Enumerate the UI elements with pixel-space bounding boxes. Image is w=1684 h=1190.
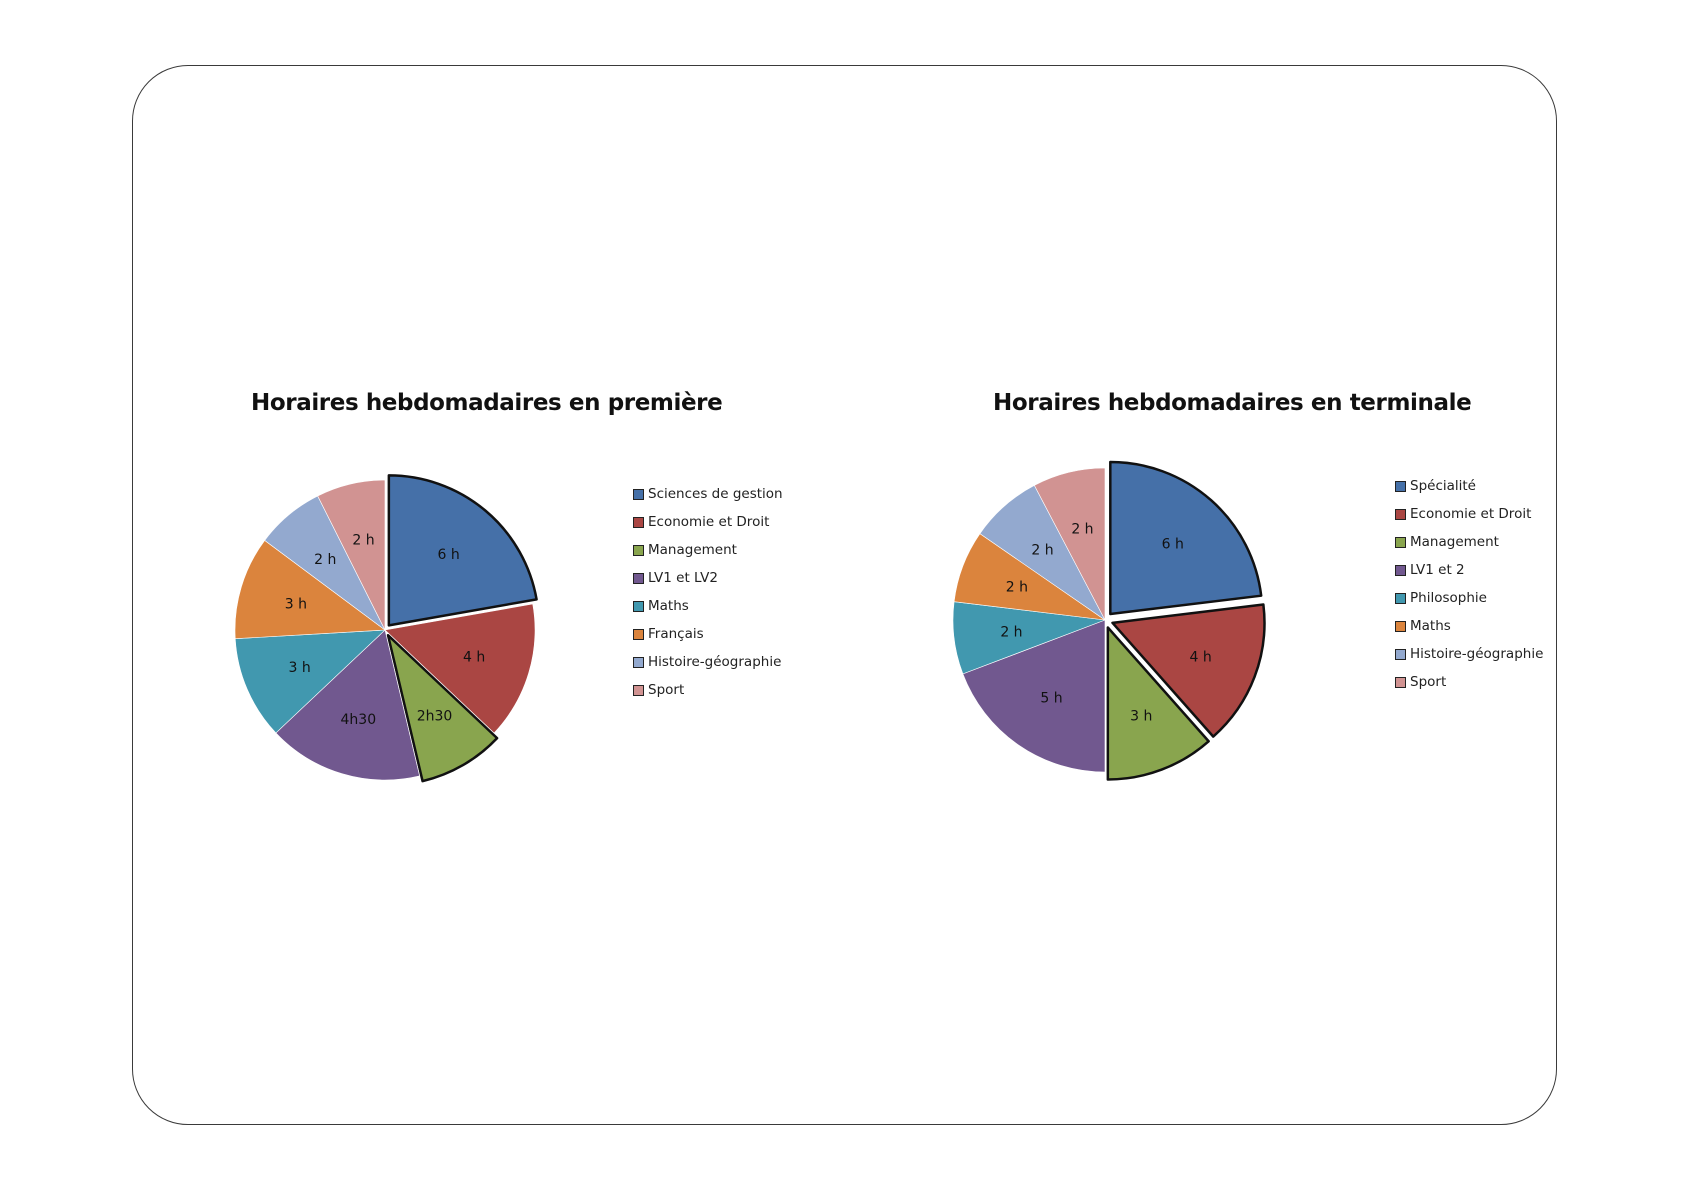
data-label-management: 2h30 [417,709,453,725]
data-label-economie-et-droit: 4 h [1189,649,1211,665]
legend-label: Sport [1410,674,1447,690]
legend-item-maths: Maths [633,592,783,620]
data-label-histoire-geographie: 2 h [1031,542,1053,558]
legend-label: Economie et Droit [648,514,770,530]
legend-swatch [633,516,644,528]
data-label-francais: 3 h [285,596,307,612]
legend-item-francais: Français [633,620,783,648]
legend-swatch [633,684,644,696]
legend-item-specialite: Spécialité [1395,472,1543,500]
legend-swatch [1395,508,1406,520]
legend-terminale: Spécialité Economie et Droit Management LV1… [1395,472,1543,696]
pie-chart-terminale: Horaires hebdomadaires en terminale 6 h 4… [930,390,1570,820]
legend-swatch [633,488,644,500]
legend-swatch [633,544,644,556]
data-label-maths: 3 h [288,660,310,676]
pie-slice-specialite [1109,460,1263,616]
legend-swatch [1395,620,1406,632]
data-label-histoire-geographie: 2 h [314,552,336,568]
legend-swatch [1395,480,1406,492]
legend-item-economie-et-droit: Economie et Droit [1395,500,1543,528]
legend-swatch [1395,564,1406,576]
legend-item-maths: Maths [1395,612,1543,640]
legend-premiere: Sciences de gestion Economie et Droit Mana… [633,480,783,704]
data-label-lv1-et-lv2: 4h30 [341,712,377,728]
legend-item-philosophie: Philosophie [1395,584,1543,612]
legend-item-histoire-geographie: Histoire-géographie [1395,640,1543,668]
legend-item-sport: Sport [633,676,783,704]
legend-swatch [1395,592,1406,604]
legend-label: Maths [1410,618,1451,634]
legend-item-management: Management [1395,528,1543,556]
legend-label: Management [648,542,737,558]
pie-slice-management [386,633,499,783]
pie-slice-sciences-de-gestion [387,474,538,627]
legend-item-sciences-de-gestion: Sciences de gestion [633,480,783,508]
legend-label: LV1 et 2 [1410,562,1465,578]
legend-swatch [633,628,644,640]
data-label-management: 3 h [1130,709,1152,725]
pie-svg-premiere: 6 h 4 h 2h30 4h30 3 h 3 h 2 h 2 h [234,474,538,783]
pie-slice-francais [234,540,386,640]
pie-slice-economie-et-droit [384,603,536,734]
legend-swatch [1395,536,1406,548]
pie-slice-sport [317,479,386,631]
legend-label: Economie et Droit [1410,506,1532,522]
pie-slice-maths [234,629,386,734]
legend-swatch [1395,676,1406,688]
data-label-specialite: 6 h [1162,536,1184,552]
legend-label: Histoire-géographie [1410,646,1544,662]
legend-swatch [1395,648,1406,660]
legend-label: Maths [648,598,689,614]
pie-slice-economie-et-droit [1111,603,1266,738]
legend-item-management: Management [633,536,783,564]
legend-item-histoire-geographie: Histoire-géographie [633,648,783,676]
legend-label: Sport [648,682,685,698]
data-label-philosophie: 2 h [1000,624,1022,640]
pie-svg-terminale: 6 h 4 h 3 h 5 h 2 h 2 h 2 h 2 h [952,460,1266,781]
legend-item-lv1-et-2: LV1 et 2 [1395,556,1543,584]
pie-slice-lv1-et-lv2 [275,629,420,781]
pie-chart-premiere: Horaires hebdomadaires en première 6 h 4 … [205,390,805,820]
legend-swatch [633,572,644,584]
legend-item-economie-et-droit: Economie et Droit [633,508,783,536]
data-label-sport: 2 h [352,533,374,549]
pie-slice-management [1106,626,1210,781]
legend-label: Spécialité [1410,478,1476,494]
legend-item-lv1-et-lv2: LV1 et LV2 [633,564,783,592]
legend-label: LV1 et LV2 [648,570,718,586]
pie-slice-sport [1033,467,1106,621]
data-label-maths: 2 h [1006,580,1028,596]
legend-label: Sciences de gestion [648,486,783,502]
data-label-sciences-de-gestion: 6 h [438,547,460,563]
legend-label: Histoire-géographie [648,654,782,670]
legend-label: Management [1410,534,1499,550]
data-label-lv1-et-2: 5 h [1040,691,1062,707]
legend-label: Français [648,626,704,642]
data-label-economie-et-droit: 4 h [463,650,485,666]
pie-slice-lv1-et-2 [962,619,1106,773]
legend-label: Philosophie [1410,590,1487,606]
legend-item-sport: Sport [1395,668,1543,696]
legend-swatch [633,656,644,668]
data-label-sport: 2 h [1071,521,1093,537]
chart-title: Horaires hebdomadaires en terminale [993,390,1472,416]
legend-swatch [633,600,644,612]
chart-title: Horaires hebdomadaires en première [251,390,723,416]
